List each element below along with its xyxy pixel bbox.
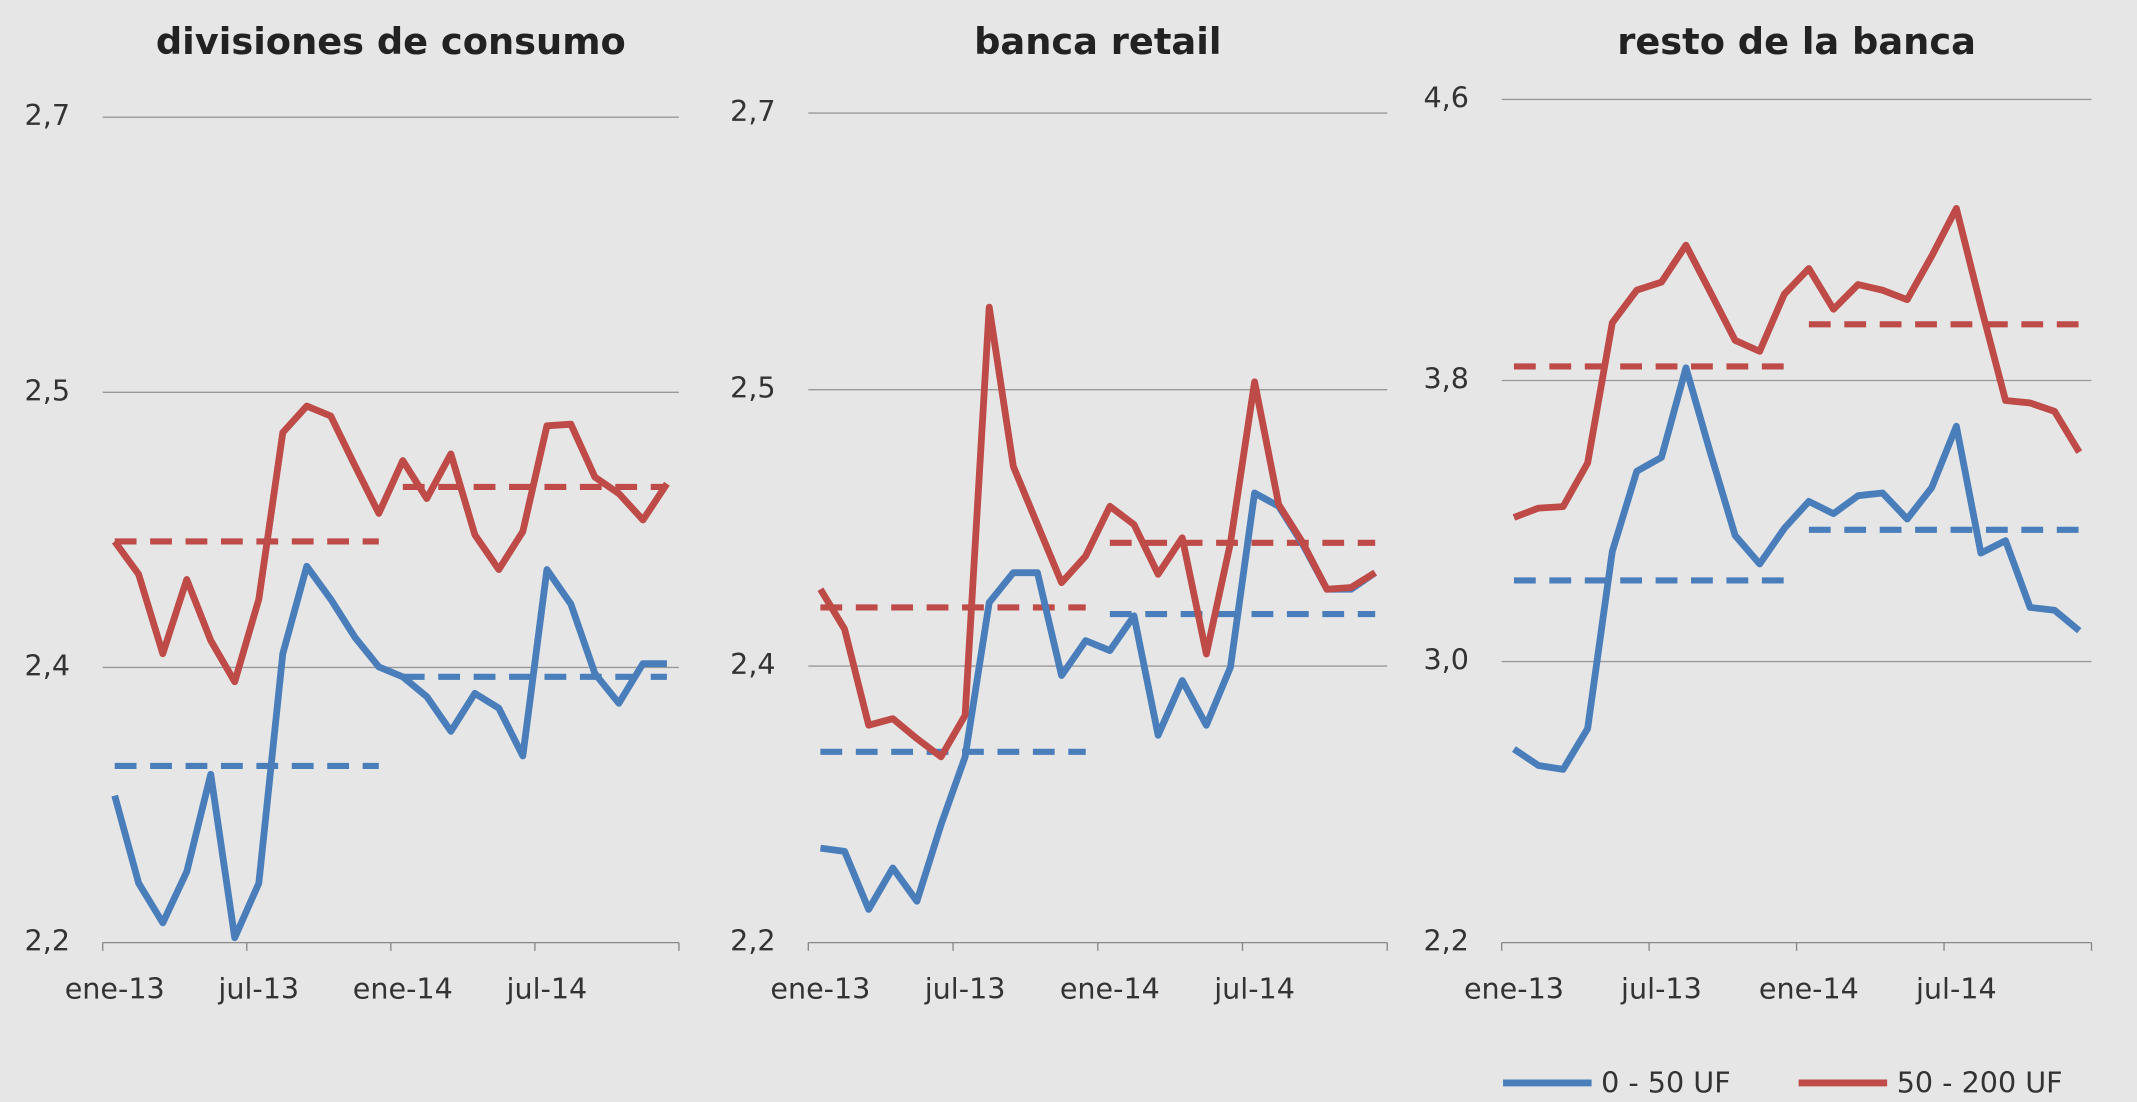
chart-title: resto de la banca	[1617, 20, 1976, 63]
series-line	[111, 562, 667, 942]
y-tick-label: 2,4	[25, 648, 70, 682]
chart-title: divisiones de consumo	[156, 20, 626, 63]
x-tick-label: ene-14	[353, 971, 453, 1005]
y-tick-label: 2,2	[730, 924, 775, 958]
y-tick-label: 3,8	[1423, 362, 1468, 396]
y-tick-label: 2,4	[730, 647, 775, 681]
chart-title: banca retail	[974, 20, 1221, 63]
x-tick-label: jul-14	[506, 971, 588, 1005]
y-tick-label: 4,6	[1423, 80, 1468, 114]
x-tick-label: ene-13	[1464, 971, 1564, 1005]
x-tick-label: ene-13	[770, 971, 870, 1005]
series-line	[111, 402, 670, 686]
y-tick-label: 2,5	[730, 371, 775, 405]
x-tick-label: jul-14	[1213, 971, 1295, 1005]
x-tick-label: jul-13	[924, 971, 1006, 1005]
series-line	[817, 303, 1377, 761]
x-tick-label: ene-13	[65, 971, 165, 1005]
series-line	[1512, 364, 2082, 773]
y-tick-label: 3,0	[1423, 643, 1468, 677]
legend-label: 50 - 200 UF	[1897, 1065, 2063, 1099]
y-tick-label: 2,2	[25, 924, 70, 958]
y-tick-label: 2,7	[25, 98, 70, 132]
x-tick-label: jul-14	[1915, 971, 1997, 1005]
y-tick-label: 2,7	[730, 94, 775, 128]
legend-label: 0 - 50 UF	[1601, 1065, 1731, 1099]
y-tick-label: 2,5	[25, 373, 70, 407]
x-tick-label: jul-13	[1620, 971, 1702, 1005]
y-tick-label: 2,2	[1423, 924, 1468, 958]
x-tick-label: jul-13	[217, 971, 299, 1005]
series-line	[1512, 205, 2083, 521]
x-tick-label: ene-14	[1759, 971, 1859, 1005]
x-tick-label: ene-14	[1060, 971, 1160, 1005]
